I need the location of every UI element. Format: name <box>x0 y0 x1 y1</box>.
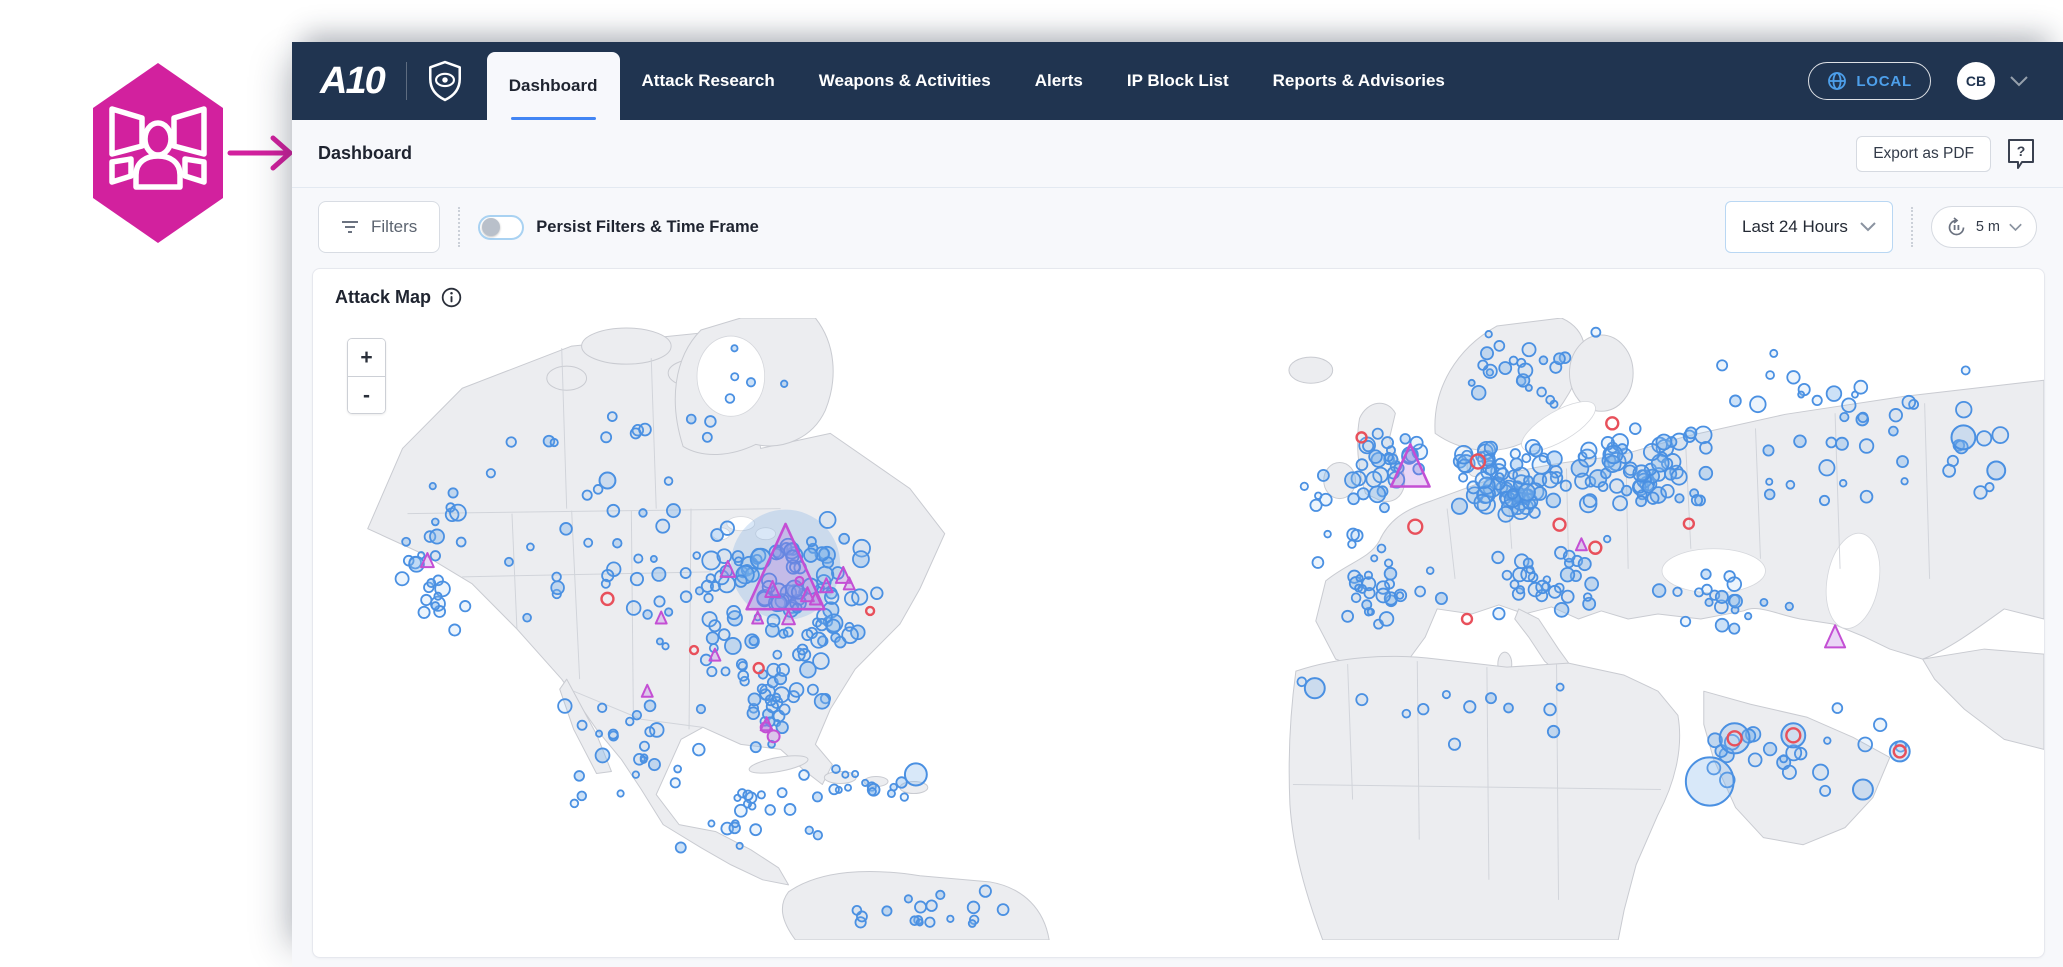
attack-map-title: Attack Map <box>335 287 431 308</box>
avatar[interactable]: CB <box>1957 62 1995 100</box>
map-zoom-in-button[interactable]: + <box>348 339 385 376</box>
brand-hexagon <box>55 55 295 260</box>
attack-map-header: Attack Map <box>313 269 2044 318</box>
persist-filters-label: Persist Filters & Time Frame <box>536 218 759 237</box>
landmasses <box>368 318 2044 940</box>
hexagon-people-icon <box>55 55 295 255</box>
map-zoom-control: + - <box>347 338 386 414</box>
filters-button[interactable]: Filters <box>318 201 440 253</box>
attack-map[interactable]: + - <box>313 318 2044 940</box>
globe-icon <box>1827 71 1847 91</box>
tab-dashboard-label: Dashboard <box>509 76 598 96</box>
tab-weapons-activities[interactable]: Weapons & Activities <box>797 42 1013 120</box>
active-tab-underline <box>511 117 596 120</box>
persist-filters-toggle[interactable] <box>478 215 524 240</box>
brand-annotation-panel <box>0 0 292 967</box>
map-zoom-out-button[interactable]: - <box>348 376 385 413</box>
shield-eye-icon <box>425 59 465 103</box>
export-pdf-button[interactable]: Export as PDF <box>1856 136 1991 172</box>
page-header: Dashboard Export as PDF ? <box>292 120 2063 188</box>
filter-icon <box>341 220 359 234</box>
tab-dashboard[interactable]: Dashboard <box>487 52 620 120</box>
filters-button-label: Filters <box>371 217 417 237</box>
app-window: A10 Dashboard Attack Research Weapons & … <box>292 42 2063 967</box>
nav-tabs: Dashboard Attack Research Weapons & Acti… <box>487 42 1467 120</box>
nav-divider <box>406 62 407 100</box>
tab-attack-research[interactable]: Attack Research <box>620 42 797 120</box>
user-menu[interactable]: CB <box>1957 62 2029 100</box>
tab-alerts[interactable]: Alerts <box>1013 42 1105 120</box>
info-icon[interactable] <box>441 287 462 308</box>
toggle-knob <box>482 218 500 236</box>
auto-refresh-icon <box>1946 217 1967 238</box>
region-local-button[interactable]: LOCAL <box>1808 62 1931 100</box>
nav-right: LOCAL CB <box>1808 42 2029 120</box>
attack-map-card: Attack Map <box>312 268 2045 958</box>
dotted-separator <box>458 207 460 247</box>
refresh-interval-value: 5 m <box>1976 219 2000 235</box>
time-range-select[interactable]: Last 24 Hours <box>1725 201 1893 253</box>
chevron-down-icon <box>2009 223 2022 232</box>
chevron-down-icon[interactable] <box>2009 75 2029 87</box>
world-map <box>313 318 2044 940</box>
help-icon[interactable]: ? <box>2005 137 2037 171</box>
refresh-interval-control[interactable]: 5 m <box>1931 206 2037 248</box>
svg-text:?: ? <box>2017 143 2026 159</box>
nav-brand: A10 <box>320 42 465 120</box>
time-range-value: Last 24 Hours <box>1742 217 1848 237</box>
filter-bar: Filters Persist Filters & Time Frame Las… <box>292 188 2063 266</box>
a10-logo[interactable]: A10 <box>320 60 388 103</box>
dotted-separator <box>1911 207 1913 247</box>
page-title: Dashboard <box>318 143 412 164</box>
tab-ip-block-list[interactable]: IP Block List <box>1105 42 1251 120</box>
tab-reports-advisories[interactable]: Reports & Advisories <box>1251 42 1467 120</box>
arrow-right <box>230 138 290 168</box>
region-label: LOCAL <box>1856 73 1912 90</box>
chevron-down-icon <box>1860 222 1876 232</box>
top-nav: A10 Dashboard Attack Research Weapons & … <box>292 42 2063 120</box>
